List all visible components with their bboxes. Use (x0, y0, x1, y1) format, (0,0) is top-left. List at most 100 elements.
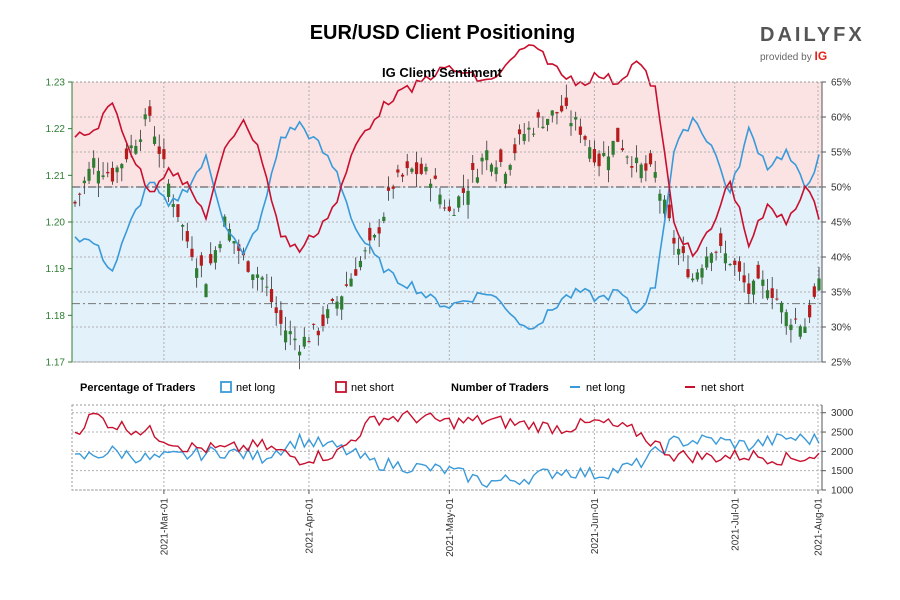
candle-body (508, 165, 512, 170)
candle-body (634, 157, 639, 164)
candle-body (794, 318, 798, 320)
candle-body (232, 241, 236, 244)
candle-body (181, 225, 185, 227)
candle-body (737, 261, 742, 272)
candle-body (569, 123, 573, 127)
candle-body (382, 216, 386, 221)
candle-body (480, 157, 484, 162)
percent-tick-label: 45% (831, 218, 851, 229)
candle-body (87, 168, 91, 181)
candle-body (489, 164, 494, 172)
candle-body (433, 175, 437, 179)
logo-provider: provided by IG (760, 49, 870, 63)
legend-num-long-label: net long (586, 382, 625, 394)
candle-body (700, 268, 704, 278)
legend-pct-long-label: net long (236, 382, 275, 394)
candle-body (522, 133, 526, 141)
candle-body (82, 180, 86, 184)
candle-body (340, 296, 344, 310)
dailyfx-logo: DAILYFX provided by IG (760, 24, 870, 63)
candle-body (452, 214, 456, 216)
candle-body (602, 153, 606, 156)
candle-body (485, 150, 489, 161)
candle-body (293, 338, 297, 341)
candle-body (742, 275, 746, 283)
candle-body (195, 268, 199, 278)
net-short-percent-line (74, 44, 820, 258)
candle-body (653, 172, 657, 178)
traders-plot-frame (71, 404, 823, 491)
candle-body (288, 331, 292, 335)
candle-body (546, 118, 550, 125)
candle-body (531, 133, 536, 135)
candle-body (120, 164, 124, 169)
candle-body (625, 156, 629, 158)
candle-body (218, 244, 222, 249)
percent-tick-label: 40% (831, 253, 851, 264)
candle-body (213, 250, 217, 263)
candle-body (115, 167, 119, 173)
traders-net-long-line (74, 432, 820, 489)
candle-body (438, 194, 442, 205)
traders-tick-label: 2000 (831, 447, 854, 458)
percent-tick-label: 60% (831, 113, 851, 124)
candle-body (279, 310, 283, 324)
candle-body (73, 201, 77, 204)
candle-body (789, 324, 793, 331)
candle-body (368, 227, 372, 241)
traders-tick-label: 3000 (831, 408, 854, 419)
candle-body (400, 174, 405, 177)
candle-body (779, 302, 784, 313)
candle-body (648, 153, 653, 165)
percent-tick-label: 35% (831, 288, 851, 299)
candle-body (574, 117, 578, 120)
candle-body (597, 153, 601, 167)
candle-body (761, 279, 765, 286)
candle-body (709, 253, 713, 263)
candle-body (171, 203, 175, 207)
price-tick-label: 1.23 (46, 78, 66, 89)
candle-body (443, 207, 447, 209)
candle-body (255, 274, 260, 278)
candle-body (283, 330, 288, 343)
candle-body (817, 278, 821, 291)
candle-body (269, 289, 274, 303)
candle-body (138, 139, 143, 142)
candle-body (503, 173, 508, 184)
candle-body (550, 110, 554, 116)
candle-body (106, 171, 110, 174)
candle-body (686, 269, 690, 278)
date-tick-label: 2021-Jun-01 (590, 498, 601, 555)
candle-body (536, 112, 540, 118)
candle-body (391, 186, 395, 189)
traders-net-short-line (74, 410, 820, 466)
candle-body (223, 216, 227, 227)
candle-body (513, 144, 517, 154)
candle-body (312, 323, 316, 325)
candle-body (681, 246, 685, 254)
price-tick-label: 1.20 (46, 218, 66, 229)
traders-tick-label: 2500 (831, 428, 854, 439)
traders-axis: 1000 1500 2000 2500 3000 (821, 405, 854, 497)
candle-body (658, 193, 662, 201)
candle-body (199, 255, 203, 266)
candle-body (808, 304, 812, 318)
candle-body (728, 264, 732, 266)
candle-body (372, 235, 377, 238)
candle-body (157, 146, 161, 154)
candle-body (298, 351, 302, 356)
percent-tick-label: 55% (831, 148, 851, 159)
legend-pct-short-swatch (335, 381, 347, 393)
net-long-percent-line (74, 116, 820, 330)
candle-body (667, 204, 671, 219)
candle-body (803, 326, 807, 333)
candle-body (747, 283, 751, 294)
candle-body (148, 106, 152, 116)
candle-body (775, 298, 779, 300)
candle-body (110, 167, 115, 182)
candle-body (92, 158, 96, 168)
candle-body (204, 284, 208, 298)
legend-pct-long-swatch (220, 381, 232, 393)
price-tick-label: 1.21 (46, 171, 66, 182)
short-zone-background (72, 82, 822, 187)
